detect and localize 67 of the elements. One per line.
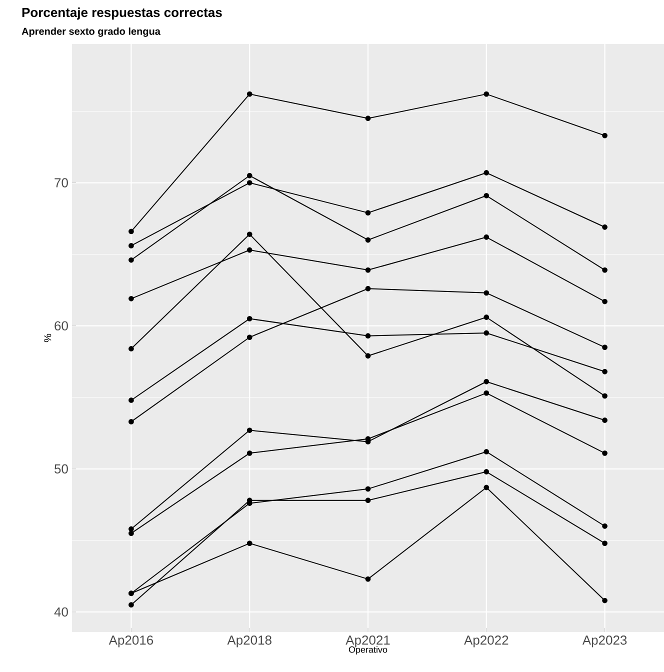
point [246, 91, 252, 97]
point [246, 172, 252, 178]
point [484, 484, 490, 490]
point [602, 598, 608, 604]
point [128, 346, 134, 352]
point [365, 237, 371, 243]
x-tick-label: Ap2022 [464, 636, 508, 648]
x-tick-label: Ap2023 [582, 636, 627, 648]
point [365, 498, 371, 504]
point [128, 243, 134, 248]
point [602, 224, 608, 230]
point [602, 523, 608, 529]
point [602, 267, 608, 273]
point [484, 290, 490, 296]
point [602, 132, 608, 138]
x-tick-label: Ap2021 [346, 636, 390, 648]
point [246, 428, 252, 433]
chart-subtitle: Aprender sexto grado lengua [22, 28, 161, 37]
point [602, 418, 608, 423]
y-axis-title: % [44, 334, 52, 342]
point [602, 368, 608, 374]
point [128, 398, 134, 403]
point [128, 418, 134, 424]
point [128, 257, 134, 263]
point [484, 330, 490, 336]
point [365, 286, 371, 292]
point [246, 316, 252, 322]
point [128, 530, 134, 536]
point [128, 526, 134, 532]
point [602, 450, 608, 456]
point [246, 232, 252, 237]
point [484, 390, 490, 396]
point [246, 180, 252, 186]
point [484, 192, 490, 198]
point [484, 378, 490, 384]
point [602, 344, 608, 350]
point [484, 170, 490, 176]
point [602, 393, 608, 399]
x-axis-title: Operativo [348, 646, 388, 655]
point [128, 228, 134, 234]
y-tick-label: 40 [54, 607, 68, 617]
point [484, 234, 490, 240]
x-tick-label: Ap2016 [108, 636, 154, 648]
point [246, 334, 252, 340]
point [246, 247, 252, 253]
y-tick-label: 60 [54, 321, 68, 330]
point [365, 267, 371, 273]
point [365, 333, 371, 339]
point [484, 469, 490, 474]
point [365, 576, 371, 582]
point [365, 353, 371, 359]
point [484, 449, 490, 454]
point [484, 91, 490, 97]
point [246, 540, 252, 546]
point [365, 486, 371, 492]
point [128, 602, 134, 608]
chart-title: Porcentaje respuestas correctas [22, 8, 222, 20]
point [365, 116, 371, 122]
point [602, 298, 608, 304]
point [246, 450, 252, 456]
y-tick-label: 70 [54, 178, 68, 188]
point [365, 210, 371, 216]
point [128, 296, 134, 302]
y-tick-label: 50 [54, 464, 68, 474]
point [602, 540, 608, 546]
point [484, 314, 490, 320]
x-tick-label: Ap2018 [227, 636, 272, 648]
